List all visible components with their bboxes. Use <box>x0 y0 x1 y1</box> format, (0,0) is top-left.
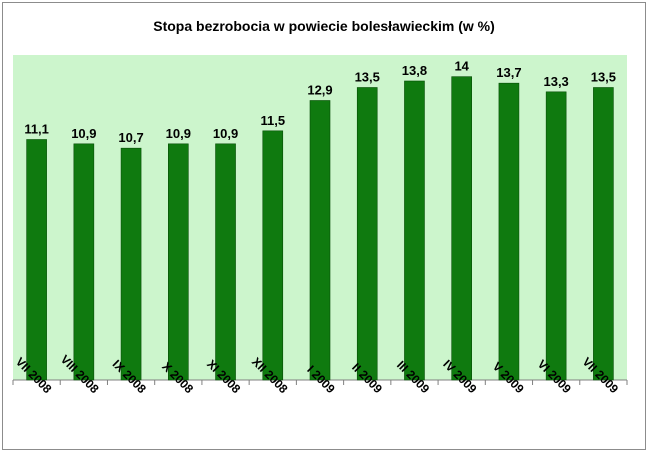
bar <box>309 100 331 381</box>
bar <box>404 80 425 381</box>
data-label: 11,1 <box>24 122 49 137</box>
bar <box>168 143 189 381</box>
x-ticks-group <box>12 380 628 385</box>
data-label: 13,5 <box>355 70 380 85</box>
bar <box>451 76 472 381</box>
data-label: 13,8 <box>402 63 427 78</box>
data-label: 11,5 <box>260 113 285 128</box>
bar <box>545 91 567 381</box>
data-label: 14 <box>454 59 469 74</box>
bar <box>120 147 142 381</box>
chart-title: Stopa bezrobocia w powiecie bolesławieck… <box>153 18 495 34</box>
data-label: 13,3 <box>543 74 568 89</box>
data-label: 12,9 <box>307 83 332 98</box>
data-label: 13,5 <box>591 70 616 85</box>
bar <box>215 143 236 381</box>
bar <box>73 143 95 381</box>
bar <box>26 139 47 381</box>
data-label: 10,9 <box>166 126 191 141</box>
data-label: 10,9 <box>213 126 238 141</box>
bar <box>356 87 378 381</box>
bars-group <box>26 76 614 381</box>
data-label: 10,9 <box>71 126 96 141</box>
bar <box>262 130 284 381</box>
bar <box>498 82 520 381</box>
data-label: 10,7 <box>118 130 143 145</box>
value-labels-group: 11,1 10,9 10,7 10,9 10,9 11,5 12,9 13,5 13,8 14 13… <box>24 59 616 146</box>
bar <box>593 87 614 381</box>
data-label: 13,7 <box>496 65 521 80</box>
